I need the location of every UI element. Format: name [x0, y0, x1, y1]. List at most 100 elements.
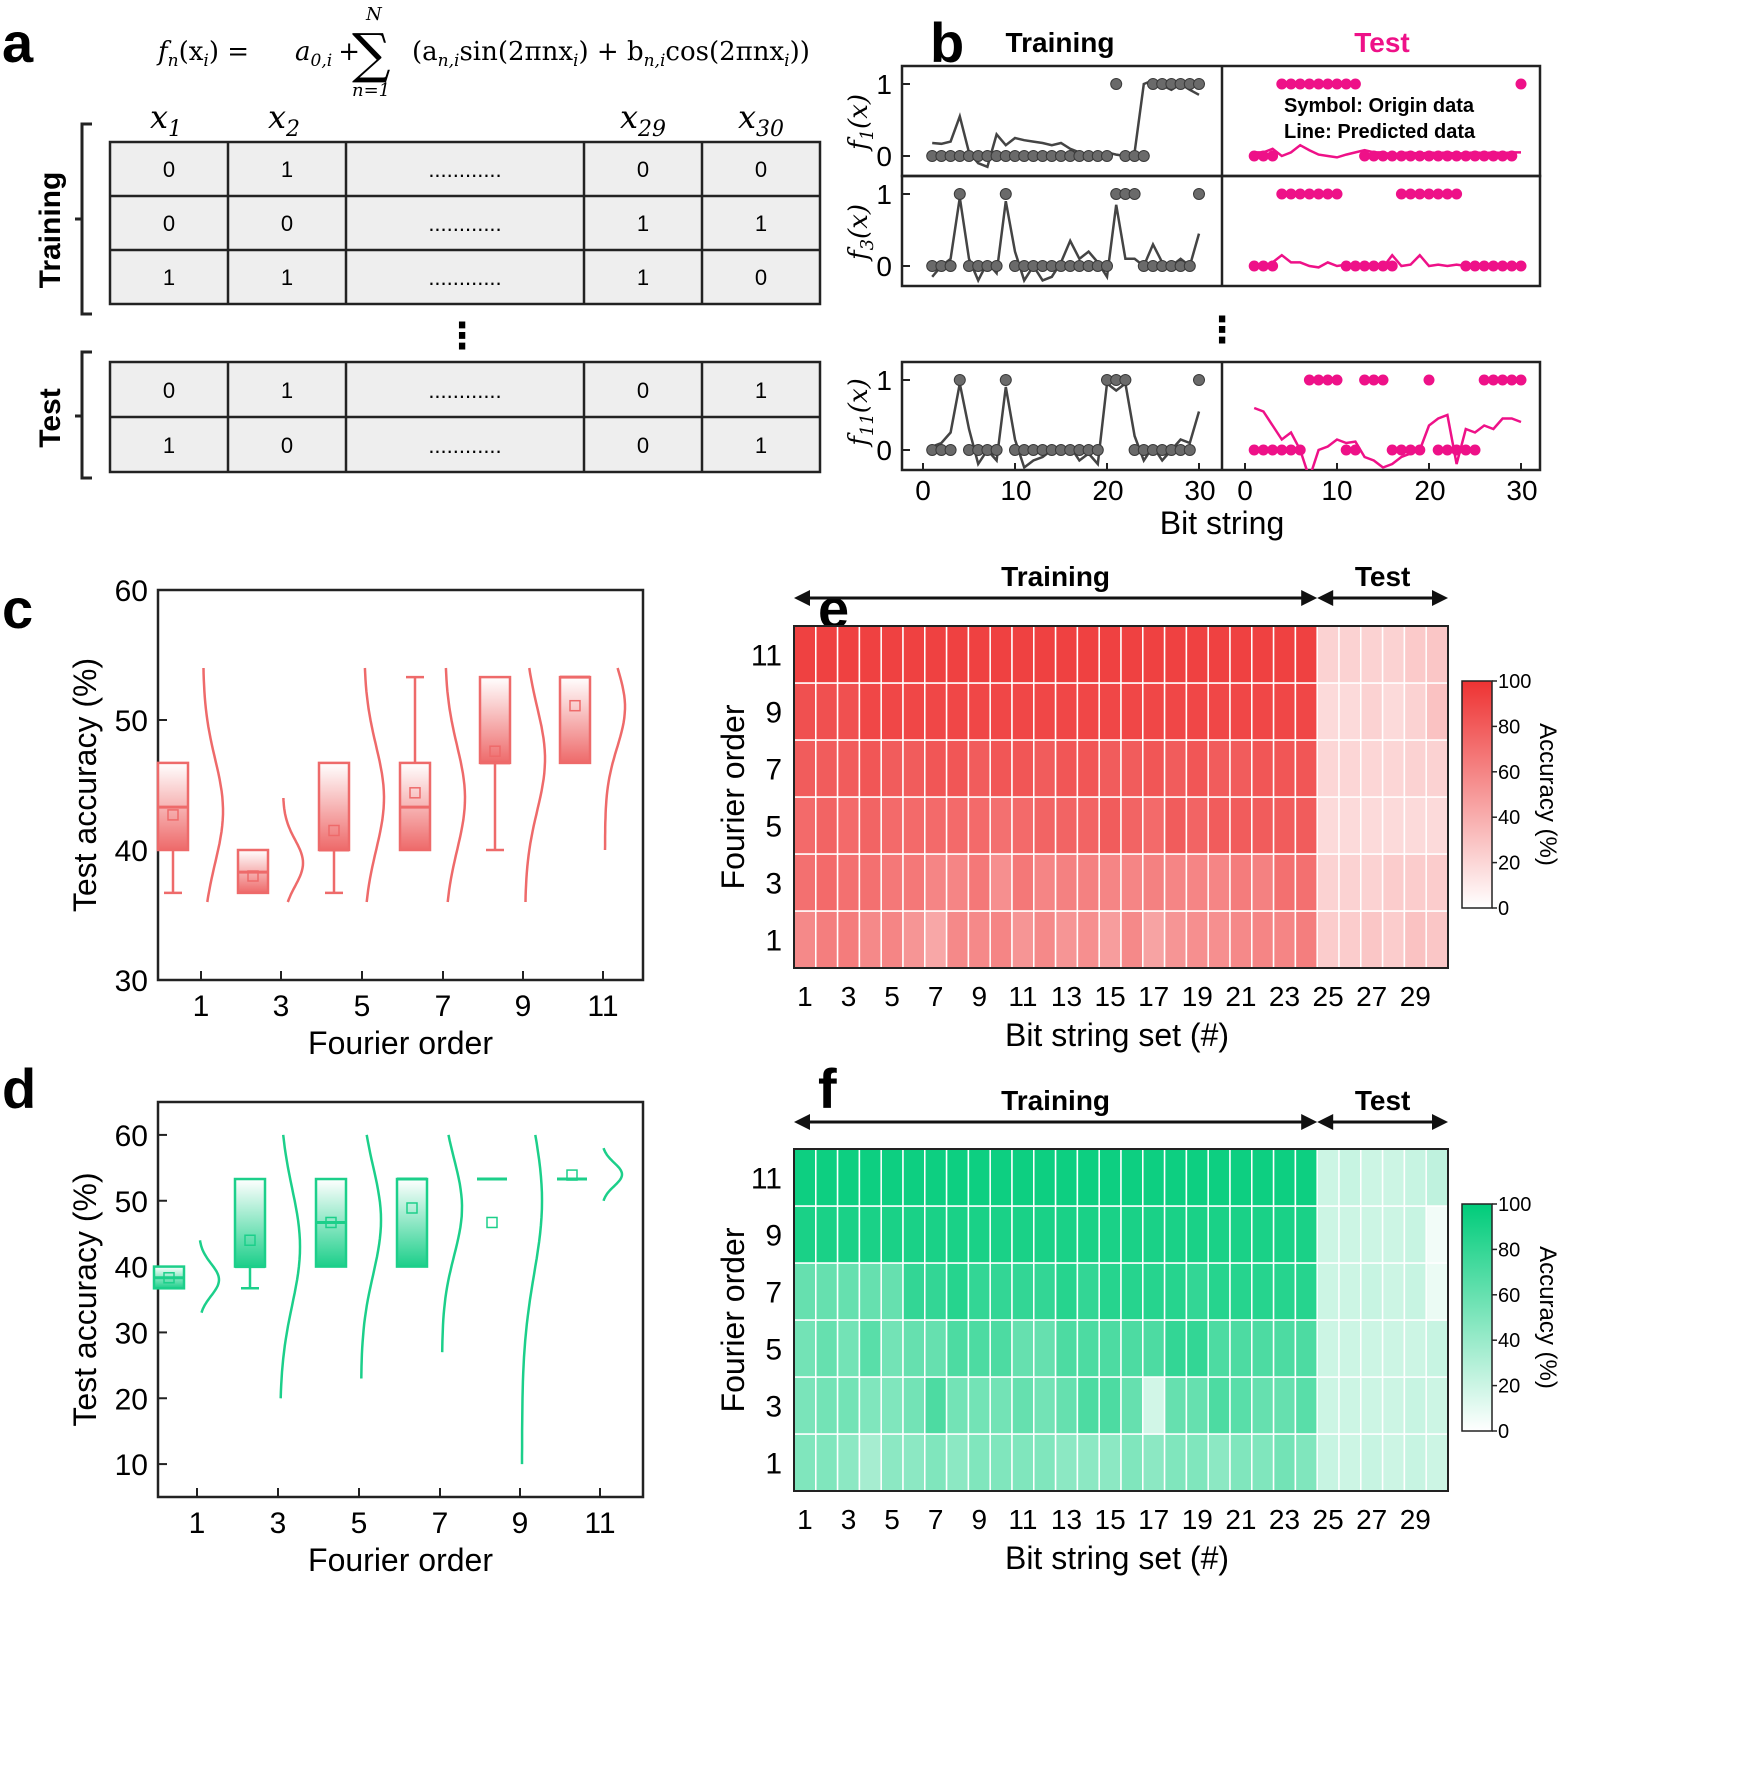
heatmap-cell [1425, 739, 1449, 798]
heatmap-cell [1338, 739, 1362, 798]
heatmap-cell [793, 1319, 817, 1378]
box [233, 1177, 267, 1268]
origin-point-test [1497, 150, 1509, 162]
heatmap-cell [1163, 1319, 1188, 1378]
test-side-label: Test [34, 388, 67, 447]
origin-point-test [1313, 374, 1325, 386]
xtick-test: 0 [1237, 475, 1253, 506]
heatmap-cell [902, 1262, 926, 1321]
xtick-label: 1 [797, 981, 813, 1012]
table-cell: 1 [281, 157, 293, 182]
xtick-label: 11 [587, 990, 618, 1023]
heatmap-cell [1229, 1205, 1253, 1264]
heatmap-cell [858, 739, 882, 798]
xtick-label: 3 [841, 981, 857, 1012]
origin-point-training [1101, 150, 1113, 162]
panel-b-vdots: ⋮ [1204, 309, 1240, 350]
heatmap-cell [1338, 1319, 1362, 1378]
ytick-label: 3 [765, 1391, 782, 1424]
origin-point-test [1322, 374, 1334, 386]
heatmap-cell [1120, 1148, 1144, 1207]
ytick-label: 0 [876, 251, 892, 282]
origin-point-test [1294, 444, 1306, 456]
xtick-label: 7 [432, 1507, 449, 1540]
heatmap-cell [1098, 682, 1122, 741]
heatmap-cell [1142, 910, 1166, 969]
heatmap-cell [945, 1433, 970, 1492]
heatmap-cell [880, 682, 904, 741]
heatmap-cell [967, 682, 991, 741]
table-cell: 0 [163, 211, 175, 236]
test-table: 0 1 ............ 0 1 1 0 ............ 0 … [108, 360, 822, 474]
heatmap-cell [1120, 682, 1144, 741]
heatmap-cell [1360, 1148, 1384, 1207]
xtick-label: 23 [1269, 981, 1300, 1012]
origin-point-training [990, 260, 1003, 272]
origin-point-test [1395, 444, 1407, 456]
training-arrow-head [1301, 590, 1318, 606]
ytick-label: 5 [765, 811, 782, 844]
origin-point-training [1110, 78, 1123, 90]
ytick-label: 11 [751, 1163, 782, 1196]
table-vdots: ⋮ [444, 315, 480, 356]
heatmap-cell [1163, 1148, 1188, 1207]
heatmap-cell [1054, 853, 1079, 912]
origin-point-test [1432, 150, 1444, 162]
colorbar-tick-label: 80 [1498, 1239, 1520, 1261]
heatmap-cell [1076, 853, 1100, 912]
formula-body: (an,isin(2πnxi) + bn,icos(2πnxi)) [412, 37, 810, 71]
heatmap-cell [1403, 910, 1427, 969]
heatmap-cell [1294, 1262, 1318, 1321]
heatmap-cell [1011, 682, 1035, 741]
heatmap-cell [924, 1148, 948, 1207]
heatmap-cell [1294, 625, 1318, 684]
heatmap-cell [945, 796, 970, 855]
heatmap-cell [1054, 1262, 1079, 1321]
heatmap-cell [1360, 910, 1384, 969]
heatmap-cell [1011, 739, 1035, 798]
heatmap-cell [1207, 853, 1231, 912]
xtick-label: 17 [1138, 1504, 1169, 1535]
heatmap-cell [989, 910, 1013, 969]
heatmap-cell [815, 796, 839, 855]
test-series [1248, 78, 1527, 162]
heatmap-cell [1403, 1376, 1427, 1435]
heatmap-cell [1185, 1433, 1209, 1492]
origin-point-training [1091, 444, 1104, 456]
heatmap-cell [1076, 1433, 1100, 1492]
heatmap-cell [1098, 625, 1122, 684]
panel-letter-f: f [818, 1057, 837, 1120]
heatmap-cell [1098, 796, 1122, 855]
heatmap-cell [1272, 1433, 1297, 1492]
heatmap-cell [1098, 1376, 1122, 1435]
table-cell: 1 [637, 265, 649, 290]
heatmap-cell [793, 682, 817, 741]
y-axis-title: Fourier order [715, 704, 751, 889]
heatmap-cell [1076, 625, 1100, 684]
heatmap-cell [1425, 910, 1449, 969]
xtick-label: 19 [1182, 981, 1213, 1012]
heatmap-cell [1381, 1205, 1406, 1264]
heatmap-cell [1316, 1319, 1340, 1378]
heatmap-cell [967, 1148, 991, 1207]
kde-curve [444, 667, 467, 903]
heatmap-cell [989, 853, 1013, 912]
test-arrow-head [1432, 590, 1448, 606]
heatmap-cell [836, 739, 861, 798]
heatmap-cell [793, 853, 817, 912]
heatmap-cell [1229, 1148, 1253, 1207]
mean-marker [406, 1202, 418, 1214]
origin-point-test [1497, 374, 1509, 386]
heatmap-cell [836, 1319, 861, 1378]
heatmap-cell [1011, 1205, 1035, 1264]
mean-marker [325, 1216, 337, 1229]
xtick-label: 27 [1356, 981, 1387, 1012]
kde-curve [520, 1134, 544, 1465]
heatmap-cell [836, 796, 861, 855]
heatmap-cell [880, 1319, 904, 1378]
heatmap-cell [815, 1148, 839, 1207]
origin-point-test [1469, 444, 1481, 456]
heatmap-cell [1033, 1262, 1057, 1321]
heatmap-cell [1033, 739, 1057, 798]
legend-line-text: Line: Predicted data [1284, 121, 1476, 143]
